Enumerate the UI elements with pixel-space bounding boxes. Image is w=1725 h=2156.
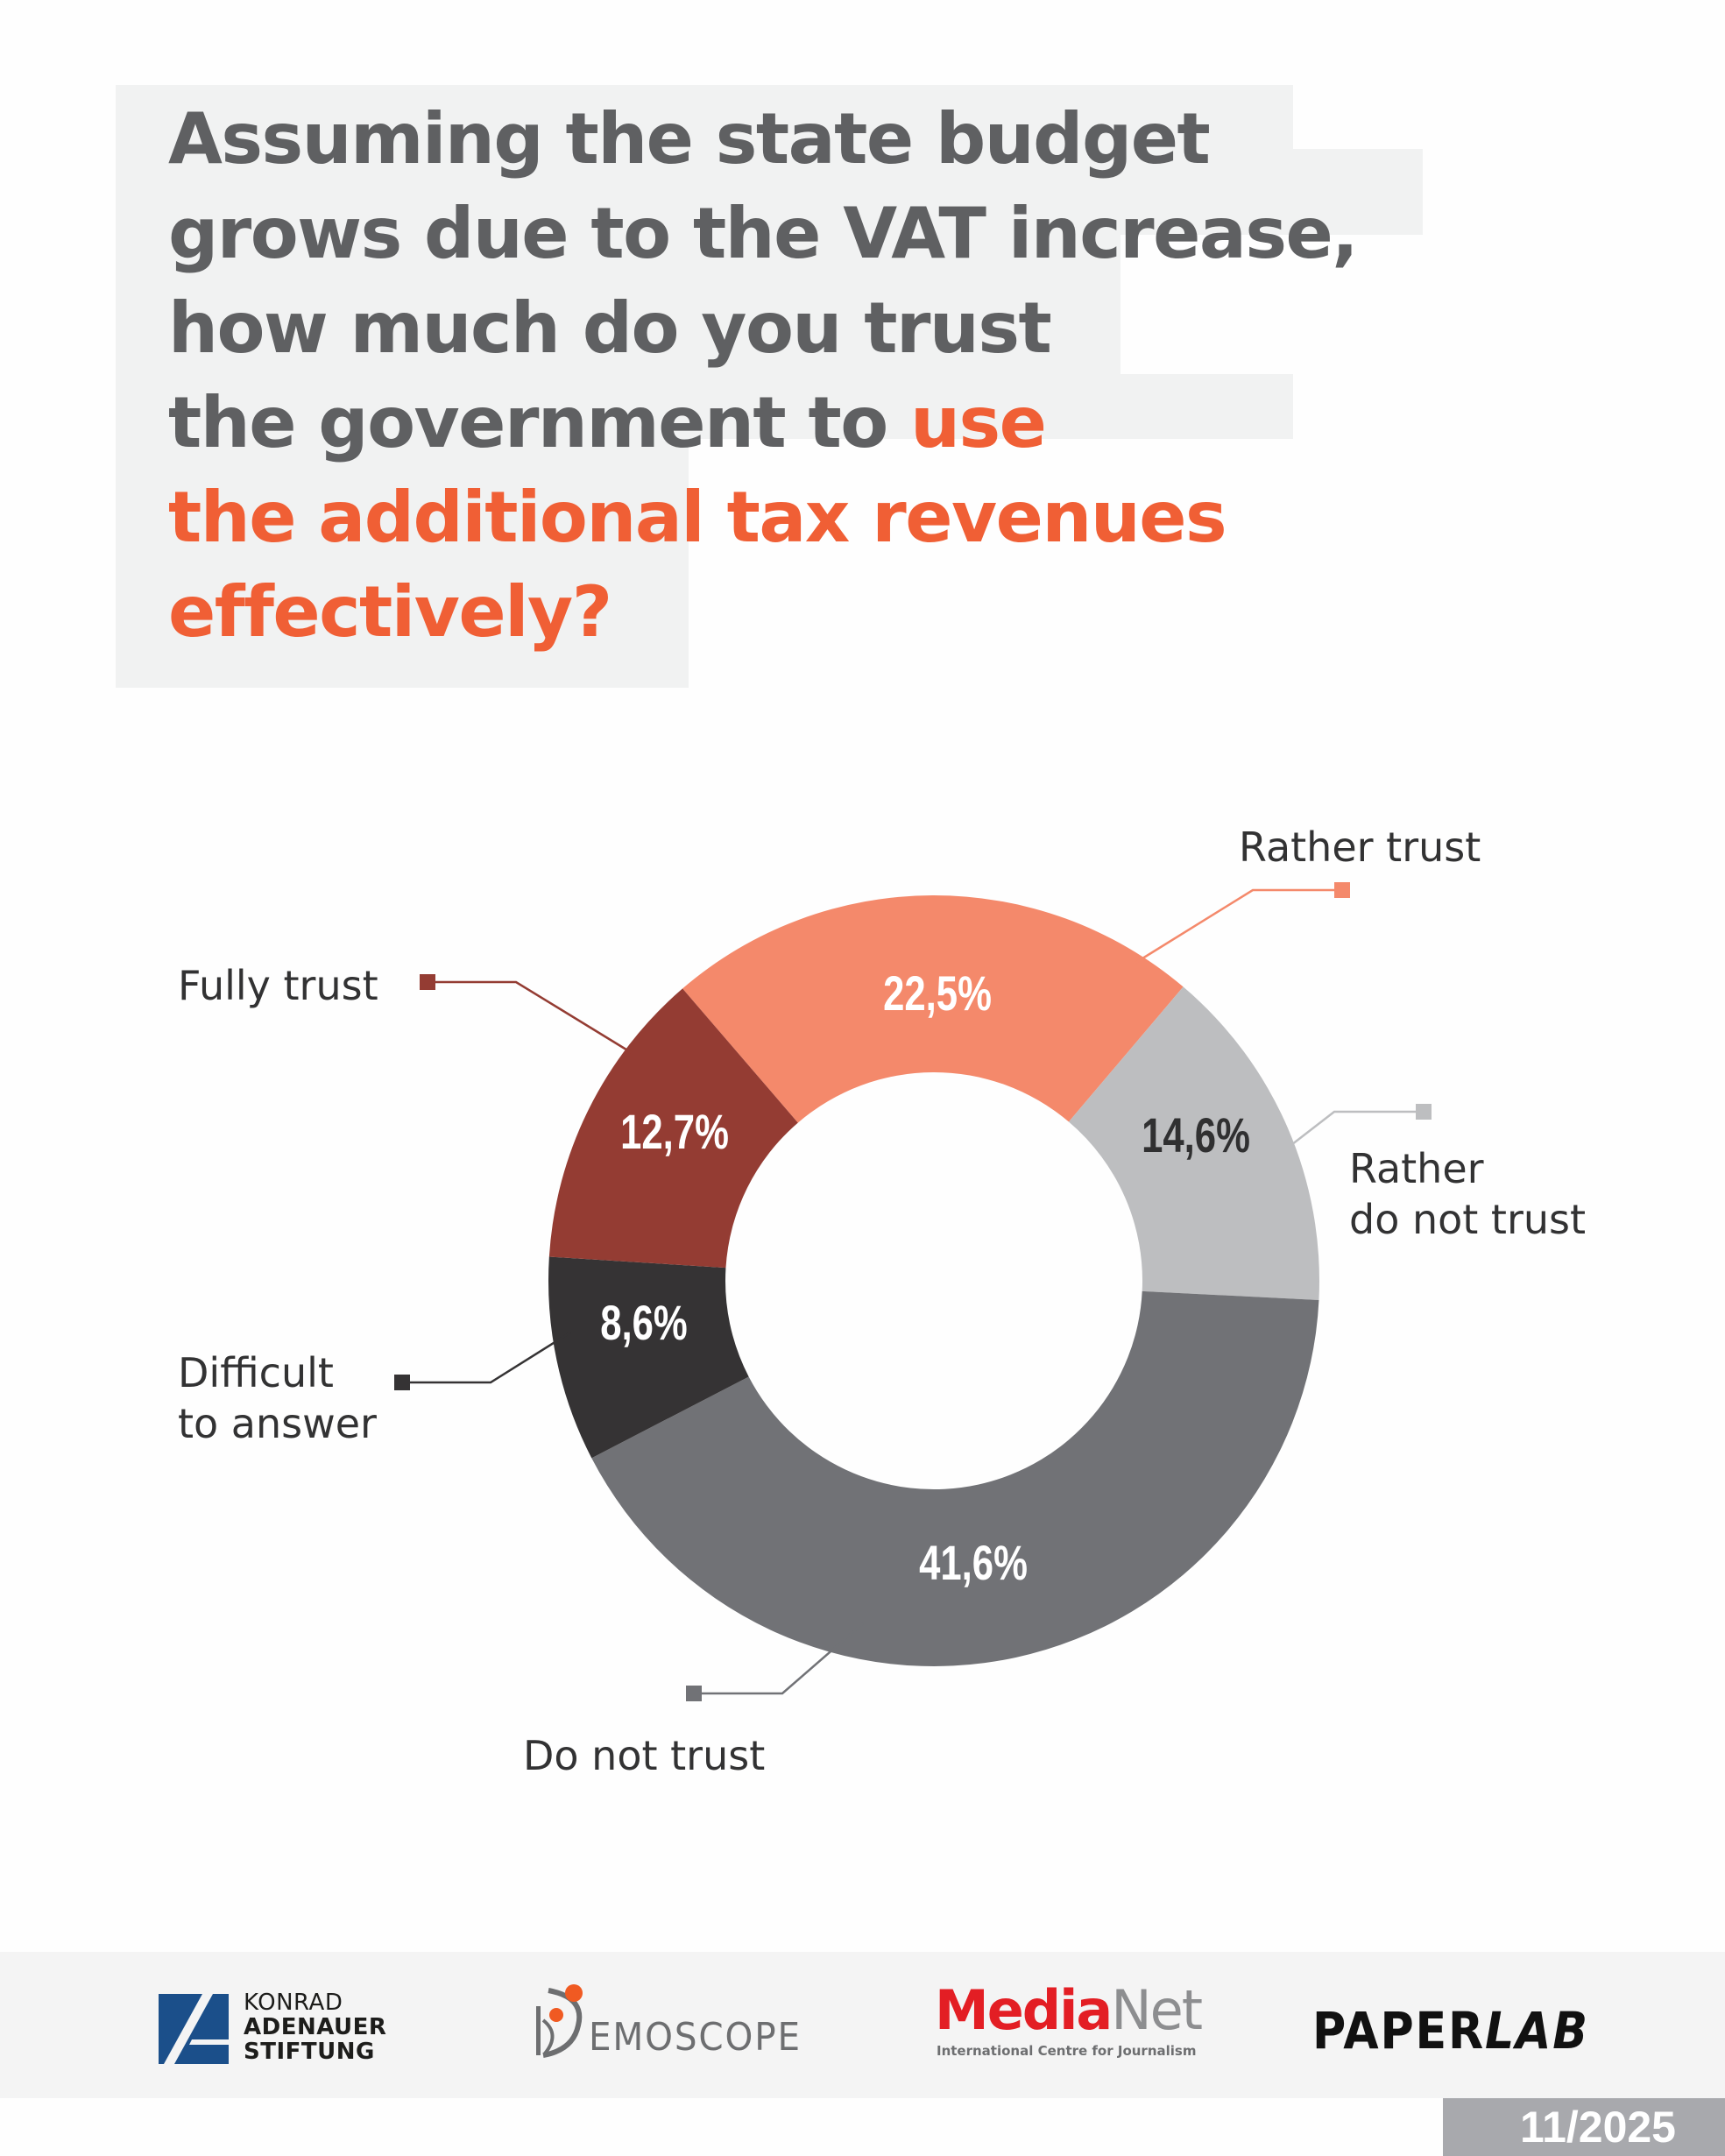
demoscope-logo-text: EMOSCOPE (589, 2015, 802, 2060)
title-background-1 (116, 85, 1293, 150)
medianet-subtitle: International Centre for Journalism (937, 2043, 1197, 2059)
medianet-brand-media: Media (935, 1978, 1113, 2042)
slice-value-label: 8,6% (600, 1296, 688, 1350)
paperlab-part-a: PAPER (1312, 2001, 1485, 2061)
legend-marker (1334, 882, 1350, 898)
slice-value-label: 22,5% (883, 966, 992, 1021)
category-label-do-not-trust: Do not trust (523, 1730, 765, 1781)
leader-line (702, 1622, 864, 1695)
kas-line-1: KONRAD (244, 1990, 343, 2016)
category-label-line: Fully trust (178, 962, 378, 1009)
title-text: how much do you trust (168, 287, 1052, 369)
medianet-brand-net: Net (1111, 1978, 1203, 2042)
title-line: effectively? (168, 565, 1357, 660)
question-title: Assuming the state budget grows due to th… (168, 92, 1359, 660)
title-text: grows due to the VAT increase, (168, 193, 1359, 274)
category-label-fully-trust: Fully trust (178, 960, 378, 1011)
title-background-4 (116, 374, 1293, 439)
title-background-2 (116, 149, 1423, 235)
category-label-rather-trust: Rather trust (1239, 822, 1481, 873)
category-label-rather-do-not-trust: Rather do not trust (1349, 1143, 1586, 1245)
legend-marker (420, 974, 435, 990)
title-highlight: the additional tax revenues (168, 477, 1227, 558)
leader-line (435, 980, 634, 1056)
title-highlight: use (910, 382, 1047, 463)
title-line: grows due to the VAT increase, (168, 187, 1359, 281)
donut-slice-do-not-trust (591, 1290, 1319, 1666)
category-label-line: do not trust (1349, 1196, 1587, 1243)
footer-logo-bar (0, 1952, 1725, 2098)
donut-slice-difficult-to-answer (548, 1256, 749, 1459)
slice-value-label: 41,6% (919, 1536, 1028, 1590)
kas-line-2: ADENAUER (244, 2014, 387, 2040)
title-text: Assuming the state budget (168, 98, 1211, 180)
legend-marker (394, 1375, 410, 1390)
kas-logo-text: KONRAD ADENAUER STIFTUNG (244, 1990, 386, 2064)
title-text: the government to (168, 382, 911, 463)
leader-line (1135, 888, 1334, 965)
title-highlight: effectively? (168, 571, 612, 653)
donut-slice-rather-do-not-trust (1068, 986, 1319, 1300)
title-background-5 (116, 438, 689, 688)
date-badge: 11/2025 (1443, 2098, 1725, 2156)
title-line: Assuming the state budget (168, 92, 1357, 187)
demoscope-logo-icon (536, 1984, 583, 2058)
title-background-3 (116, 234, 1121, 375)
category-label-line: to answer (178, 1400, 377, 1447)
slice-value-label: 14,6% (1142, 1108, 1250, 1163)
title-line: how much do you trust (168, 281, 1357, 376)
donut-chart: 22,5% 14,6% 41,6% 8,6% 12,7% (394, 882, 1432, 1701)
category-label-line: Rather trust (1239, 824, 1481, 871)
kas-logo-icon (159, 1994, 229, 2064)
donut-slice-fully-trust (548, 988, 798, 1269)
title-line: the government to use (168, 376, 1357, 470)
category-label-line: Difficult (178, 1349, 334, 1396)
leader-line (1287, 1110, 1416, 1149)
category-label-line: Do not trust (523, 1732, 766, 1779)
category-label-difficult-to-answer: Difficult to answer (178, 1347, 377, 1449)
category-label-line: Rather (1349, 1145, 1484, 1192)
slice-value-label: 12,7% (620, 1105, 729, 1159)
legend-marker (1416, 1104, 1432, 1120)
donut-slice-rather-trust (682, 895, 1184, 1123)
kas-line-3: STIFTUNG (244, 2039, 375, 2065)
title-line: the additional tax revenues (168, 470, 1357, 565)
medianet-logo: MediaNet International Centre for Journa… (935, 1982, 1203, 2060)
legend-marker (686, 1686, 702, 1701)
paperlab-part-b: LAB (1484, 2001, 1589, 2061)
paperlab-logo: PAPERLAB (1312, 2004, 1589, 2058)
leader-line (410, 1331, 571, 1384)
